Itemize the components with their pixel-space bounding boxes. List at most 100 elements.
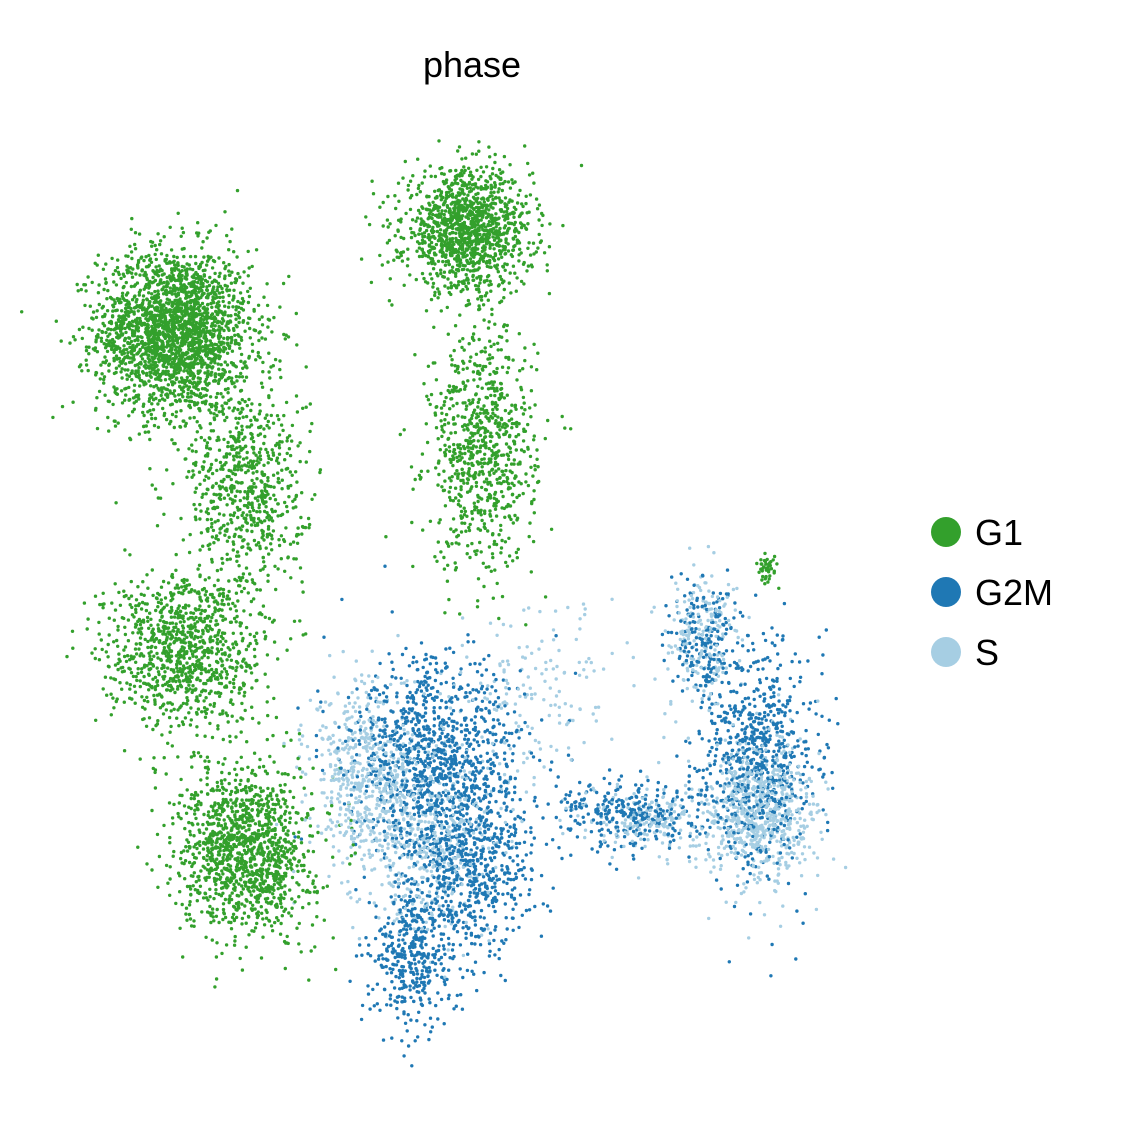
point-g1 (526, 222, 530, 226)
point-g1 (135, 678, 139, 683)
point-g1 (224, 639, 228, 643)
point-g1 (267, 863, 272, 867)
point-g2m (660, 632, 665, 637)
point-g1 (145, 695, 149, 699)
point-g2m (491, 732, 495, 737)
point-s (538, 747, 543, 751)
point-g2m (456, 795, 460, 799)
point-g1 (167, 715, 172, 720)
point-g2m (696, 605, 700, 609)
point-s (695, 835, 699, 839)
point-g1 (141, 580, 145, 584)
point-g1 (222, 848, 226, 853)
point-s (557, 713, 562, 718)
point-g2m (503, 902, 507, 906)
point-g1 (255, 588, 259, 592)
point-g2m (404, 928, 409, 932)
point-g1 (273, 832, 278, 837)
point-g1 (477, 397, 481, 402)
point-s (402, 827, 407, 831)
point-g1 (306, 874, 310, 879)
point-g1 (291, 849, 296, 853)
point-g1 (482, 480, 487, 484)
point-s (529, 692, 534, 697)
point-g2m (788, 695, 792, 699)
point-g1 (97, 389, 102, 394)
point-s (350, 755, 354, 759)
point-g2m (416, 750, 421, 754)
point-g1 (115, 387, 119, 391)
point-s (295, 765, 299, 769)
point-g2m (460, 909, 464, 913)
point-s (375, 724, 379, 729)
point-g1 (257, 721, 261, 725)
point-g1 (126, 618, 131, 622)
point-s (346, 783, 350, 787)
point-g1 (75, 282, 79, 287)
point-g2m (381, 1038, 386, 1042)
point-g2m (733, 704, 737, 708)
point-g1 (148, 611, 152, 615)
point-g1 (228, 894, 232, 898)
point-s (401, 758, 405, 762)
point-g1 (775, 562, 779, 566)
point-g1 (238, 804, 243, 809)
point-g1 (138, 288, 143, 292)
point-g1 (236, 271, 240, 276)
point-g1 (406, 257, 410, 261)
point-g2m (770, 626, 774, 630)
point-g1 (189, 755, 194, 759)
point-g1 (179, 777, 183, 782)
point-g1 (120, 687, 124, 691)
point-g1 (212, 919, 216, 923)
point-g1 (223, 210, 227, 214)
point-g2m (435, 689, 440, 694)
point-g2m (466, 794, 471, 798)
point-g1 (125, 373, 129, 377)
point-g2m (397, 938, 401, 942)
point-g1 (203, 593, 207, 597)
point-g1 (484, 382, 489, 386)
point-s (742, 882, 746, 886)
point-s (747, 936, 751, 940)
point-g1 (148, 654, 152, 658)
point-g2m (496, 772, 501, 776)
point-g1 (217, 291, 222, 295)
point-g1 (476, 196, 480, 200)
point-g1 (252, 481, 256, 486)
point-g2m (504, 916, 508, 920)
point-g2m (417, 926, 421, 930)
point-g2m (800, 751, 804, 756)
point-g2m (493, 928, 497, 932)
point-g2m (521, 873, 525, 878)
point-g2m (448, 744, 452, 748)
point-g1 (453, 369, 458, 373)
point-s (724, 844, 729, 848)
point-g1 (145, 373, 149, 377)
point-g1 (122, 344, 126, 348)
point-g1 (80, 336, 85, 341)
point-g1 (258, 355, 262, 360)
point-g1 (120, 367, 124, 371)
point-g1 (547, 291, 552, 296)
point-g2m (447, 942, 451, 946)
point-g1 (95, 309, 99, 313)
point-g1 (261, 604, 266, 608)
point-g1 (487, 492, 492, 497)
point-g1 (472, 501, 476, 505)
point-g1 (233, 767, 237, 771)
point-s (533, 666, 538, 671)
point-g1 (202, 681, 206, 686)
point-g2m (439, 698, 444, 703)
point-g2m (632, 857, 636, 861)
point-s (336, 797, 340, 801)
point-g1 (448, 495, 452, 500)
point-g1 (230, 227, 234, 231)
point-g1 (156, 600, 161, 605)
point-g1 (208, 275, 212, 280)
point-g2m (382, 942, 386, 946)
point-g1 (256, 828, 261, 833)
point-g1 (284, 863, 288, 867)
point-g1 (119, 389, 124, 393)
point-g1 (448, 354, 453, 358)
